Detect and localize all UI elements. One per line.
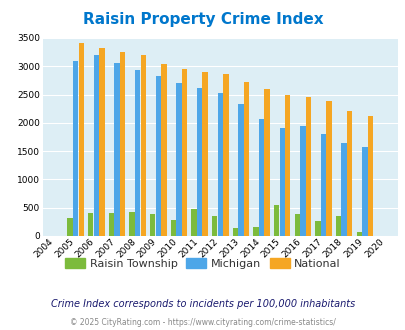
Bar xyxy=(320,134,325,236)
Bar xyxy=(253,227,258,236)
Bar xyxy=(114,63,119,236)
Bar xyxy=(181,69,187,236)
Bar xyxy=(202,72,207,236)
Bar xyxy=(140,55,145,236)
Bar xyxy=(361,148,367,236)
Bar xyxy=(294,214,299,236)
Bar xyxy=(161,64,166,236)
Bar xyxy=(335,216,341,236)
Bar xyxy=(279,128,284,236)
Bar xyxy=(79,43,84,236)
Text: Crime Index corresponds to incidents per 100,000 inhabitants: Crime Index corresponds to incidents per… xyxy=(51,299,354,309)
Bar xyxy=(109,213,114,236)
Bar xyxy=(155,76,160,236)
Bar xyxy=(367,116,372,236)
Bar xyxy=(99,48,104,236)
Bar xyxy=(305,97,310,236)
Bar xyxy=(67,218,72,236)
Bar xyxy=(73,61,78,236)
Bar xyxy=(134,70,140,236)
Bar xyxy=(119,52,125,236)
Bar xyxy=(176,82,181,236)
Bar xyxy=(264,89,269,236)
Bar xyxy=(273,205,279,236)
Legend: Raisin Township, Michigan, National: Raisin Township, Michigan, National xyxy=(60,254,345,273)
Bar xyxy=(223,74,228,236)
Bar xyxy=(341,143,346,236)
Bar xyxy=(170,219,176,236)
Bar xyxy=(232,228,237,236)
Bar xyxy=(196,88,202,236)
Bar xyxy=(150,214,155,236)
Bar xyxy=(299,126,305,236)
Bar xyxy=(129,212,134,236)
Bar xyxy=(284,95,290,236)
Text: © 2025 CityRating.com - https://www.cityrating.com/crime-statistics/: © 2025 CityRating.com - https://www.city… xyxy=(70,318,335,327)
Bar xyxy=(191,209,196,236)
Bar xyxy=(211,216,217,236)
Bar xyxy=(258,119,264,236)
Bar xyxy=(326,101,331,236)
Bar xyxy=(88,213,93,236)
Bar xyxy=(346,111,352,236)
Text: Raisin Property Crime Index: Raisin Property Crime Index xyxy=(83,12,322,26)
Bar xyxy=(94,55,99,236)
Bar xyxy=(217,93,222,236)
Bar xyxy=(243,82,249,236)
Bar xyxy=(315,221,320,236)
Bar xyxy=(356,232,361,236)
Bar xyxy=(238,104,243,236)
